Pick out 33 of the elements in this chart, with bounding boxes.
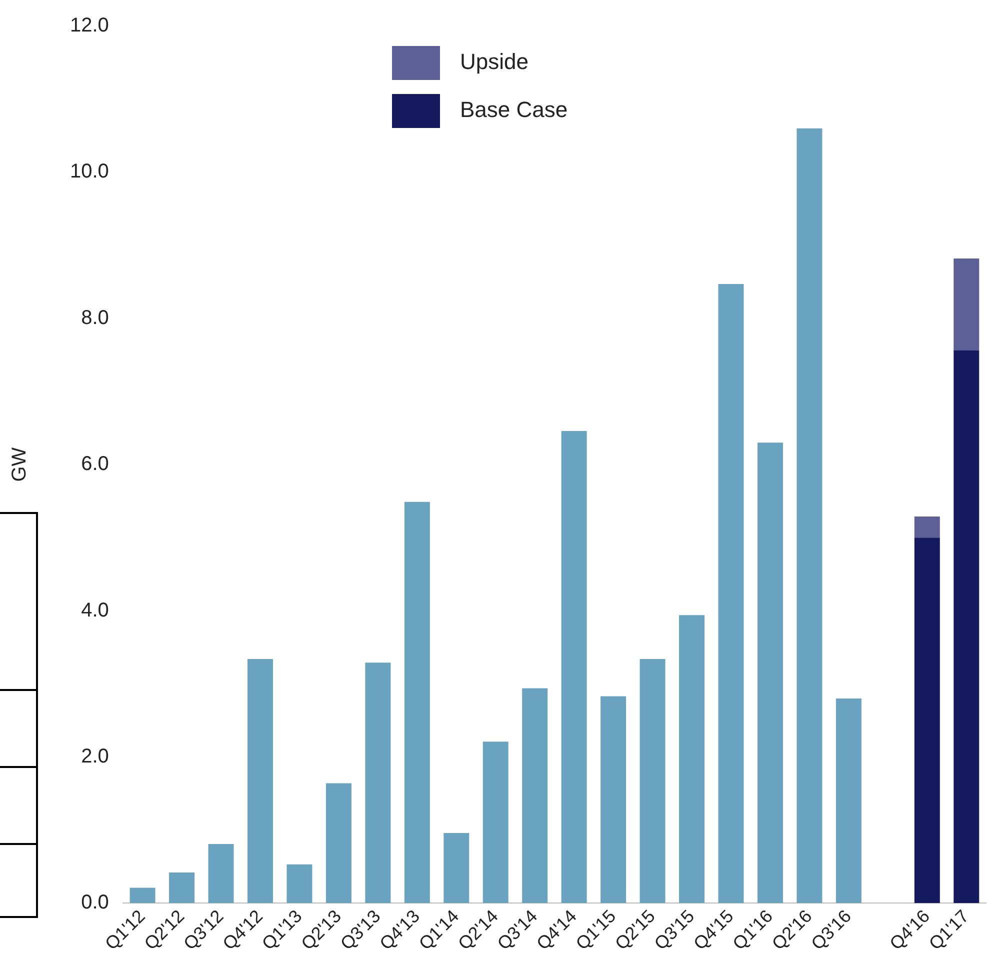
bar <box>130 888 156 904</box>
bar <box>561 430 587 904</box>
bar <box>718 284 744 904</box>
bar <box>914 538 940 904</box>
bar <box>600 696 626 904</box>
y-axis-title: GW <box>8 447 31 482</box>
bar <box>640 659 666 904</box>
y-tick-label: 8.0 <box>81 306 109 329</box>
bar <box>836 698 862 904</box>
bar <box>169 872 195 904</box>
y-tick-label: 0.0 <box>81 892 109 914</box>
bar <box>954 258 980 351</box>
y-tick-label: 10.0 <box>70 160 109 183</box>
y-tick-label: 4.0 <box>81 599 109 622</box>
bar <box>208 844 234 904</box>
bar <box>365 662 391 904</box>
bar <box>679 615 705 904</box>
y-tick-label: 12.0 <box>70 14 109 37</box>
y-tick-label: 2.0 <box>81 745 109 768</box>
bar <box>954 350 980 904</box>
bar <box>482 742 508 904</box>
bar <box>914 516 940 538</box>
bar <box>757 442 783 904</box>
bar <box>326 783 352 904</box>
bar <box>286 864 312 904</box>
y-tick-label: 6.0 <box>81 453 109 476</box>
bar <box>444 832 470 904</box>
bar <box>247 659 273 904</box>
bar <box>796 128 822 904</box>
bar <box>522 688 548 904</box>
bar <box>404 502 430 904</box>
legend-label: Base Case <box>460 97 568 122</box>
legend-label: Upside <box>460 49 528 74</box>
